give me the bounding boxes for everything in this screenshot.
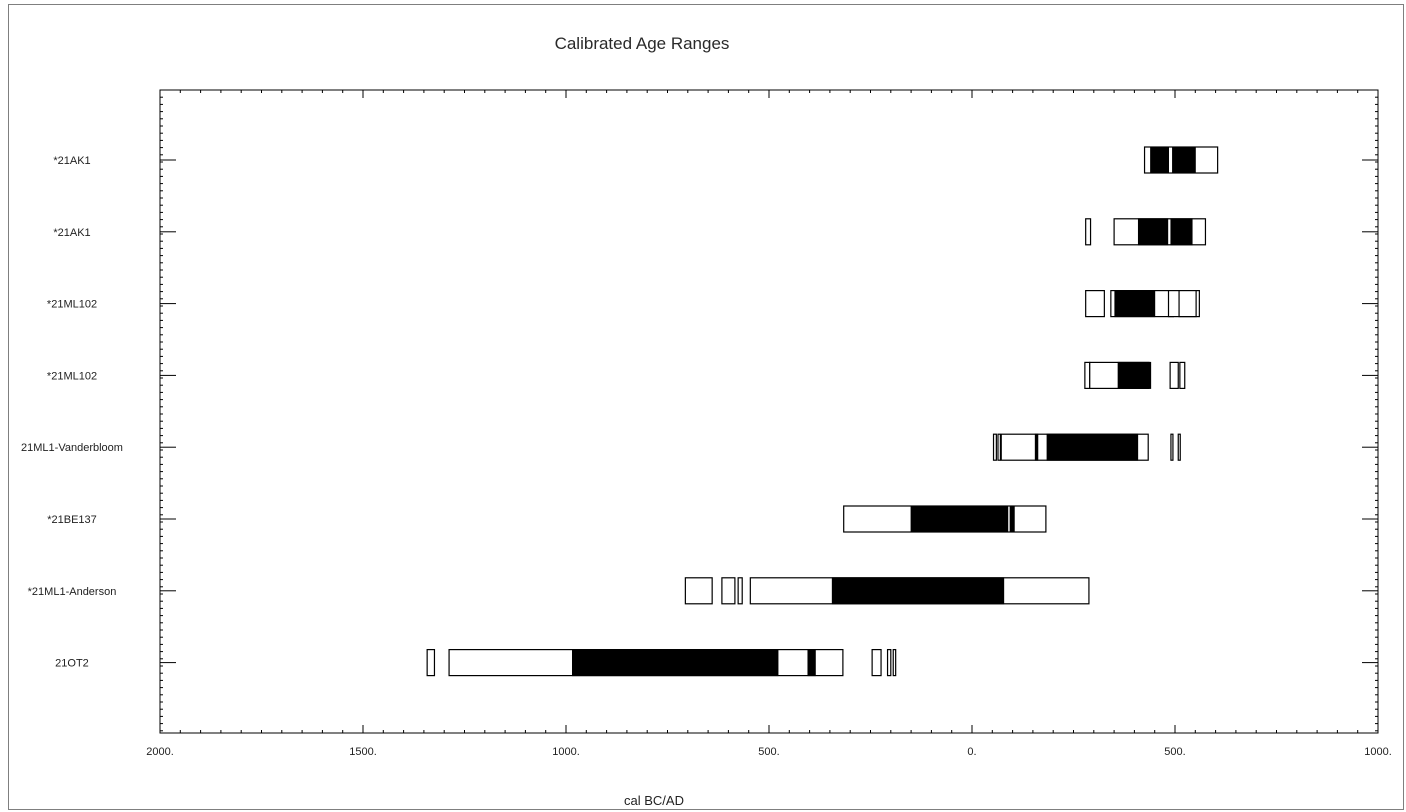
range-1sigma-bar: [1034, 433, 1039, 461]
range-1sigma-bar: [1150, 146, 1170, 174]
range-row: [1085, 290, 1200, 318]
range-row: [992, 433, 1181, 461]
x-tick-label: 1500.: [349, 746, 377, 758]
category-label: *21ML102: [47, 299, 97, 311]
range-2sigma-bar: [1170, 433, 1174, 461]
range-row: [1085, 218, 1207, 246]
range-2sigma-bar: [997, 433, 1002, 461]
range-1sigma-bar: [1117, 361, 1152, 389]
range-2sigma-bar: [1179, 361, 1186, 389]
range-bars: [426, 146, 1219, 677]
range-2sigma-bar: [426, 648, 436, 677]
range-row: [843, 505, 1047, 533]
range-2sigma-bar: [871, 648, 882, 677]
range-1sigma-bar: [807, 649, 816, 677]
range-2sigma-bar: [1169, 361, 1179, 389]
range-2sigma-bar: [1085, 218, 1092, 246]
range-1sigma-bar: [1046, 433, 1139, 461]
range-2sigma-bar: [1178, 290, 1197, 318]
category-label: *21ML1-Anderson: [28, 586, 117, 598]
range-row: [1084, 361, 1186, 389]
category-label: 21ML1-Vanderbloom: [21, 442, 123, 454]
range-2sigma-bar: [1085, 290, 1105, 318]
range-2sigma-bar: [992, 433, 997, 461]
range-1sigma-bar: [1114, 290, 1156, 318]
x-tick-label: 500.: [1164, 746, 1185, 758]
x-axis-title: cal BC/AD: [624, 793, 684, 808]
category-labels: *21AK1 *21AK1 *21ML102 *21ML102 21ML1-Vander…: [21, 155, 123, 670]
category-label: *21BE137: [47, 514, 97, 526]
range-row: [1143, 146, 1219, 174]
x-tick-label: 500.: [758, 746, 779, 758]
range-2sigma-bar: [886, 648, 892, 677]
range-2sigma-bar: [1084, 361, 1091, 389]
range-1sigma-bar: [831, 577, 1005, 605]
range-1sigma-bar: [910, 505, 1009, 533]
plot-area: [159, 89, 1379, 734]
x-tick-label: 1000.: [552, 746, 580, 758]
range-row: [684, 577, 1090, 605]
range-2sigma-bar: [737, 577, 743, 605]
x-tick-label: 0.: [967, 746, 976, 758]
category-label: 21OT2: [55, 658, 89, 670]
range-2sigma-bar: [1177, 433, 1181, 461]
minor-ticks: [159, 89, 1379, 733]
x-tick-label: 1000.: [1364, 746, 1392, 758]
range-1sigma-bar: [1137, 218, 1169, 246]
range-row: [426, 648, 897, 677]
range-2sigma-bar: [892, 648, 897, 677]
x-tick-labels: 2000. 1500. 1000. 500. 0. 500. 1000.: [146, 746, 1392, 758]
category-label: *21ML102: [47, 370, 97, 382]
range-2sigma-bar: [721, 577, 736, 605]
chart: Calibrated Age Ranges 2000. 1500. 1000. 500…: [21, 34, 1392, 808]
range-1sigma-bar: [571, 649, 779, 677]
x-tick-label: 2000.: [146, 746, 174, 758]
category-label: *21AK1: [53, 227, 90, 239]
range-1sigma-bar: [1172, 146, 1196, 174]
major-ticks: [159, 90, 1379, 733]
chart-frame: Calibrated Age Ranges 2000. 1500. 1000. 500…: [8, 4, 1404, 810]
category-ticks: [160, 159, 1378, 664]
range-2sigma-bar: [684, 577, 713, 605]
range-1sigma-bar: [1170, 218, 1193, 246]
range-1sigma-bar: [1009, 505, 1015, 533]
chart-title: Calibrated Age Ranges: [555, 34, 730, 53]
category-label: *21AK1: [53, 155, 90, 167]
